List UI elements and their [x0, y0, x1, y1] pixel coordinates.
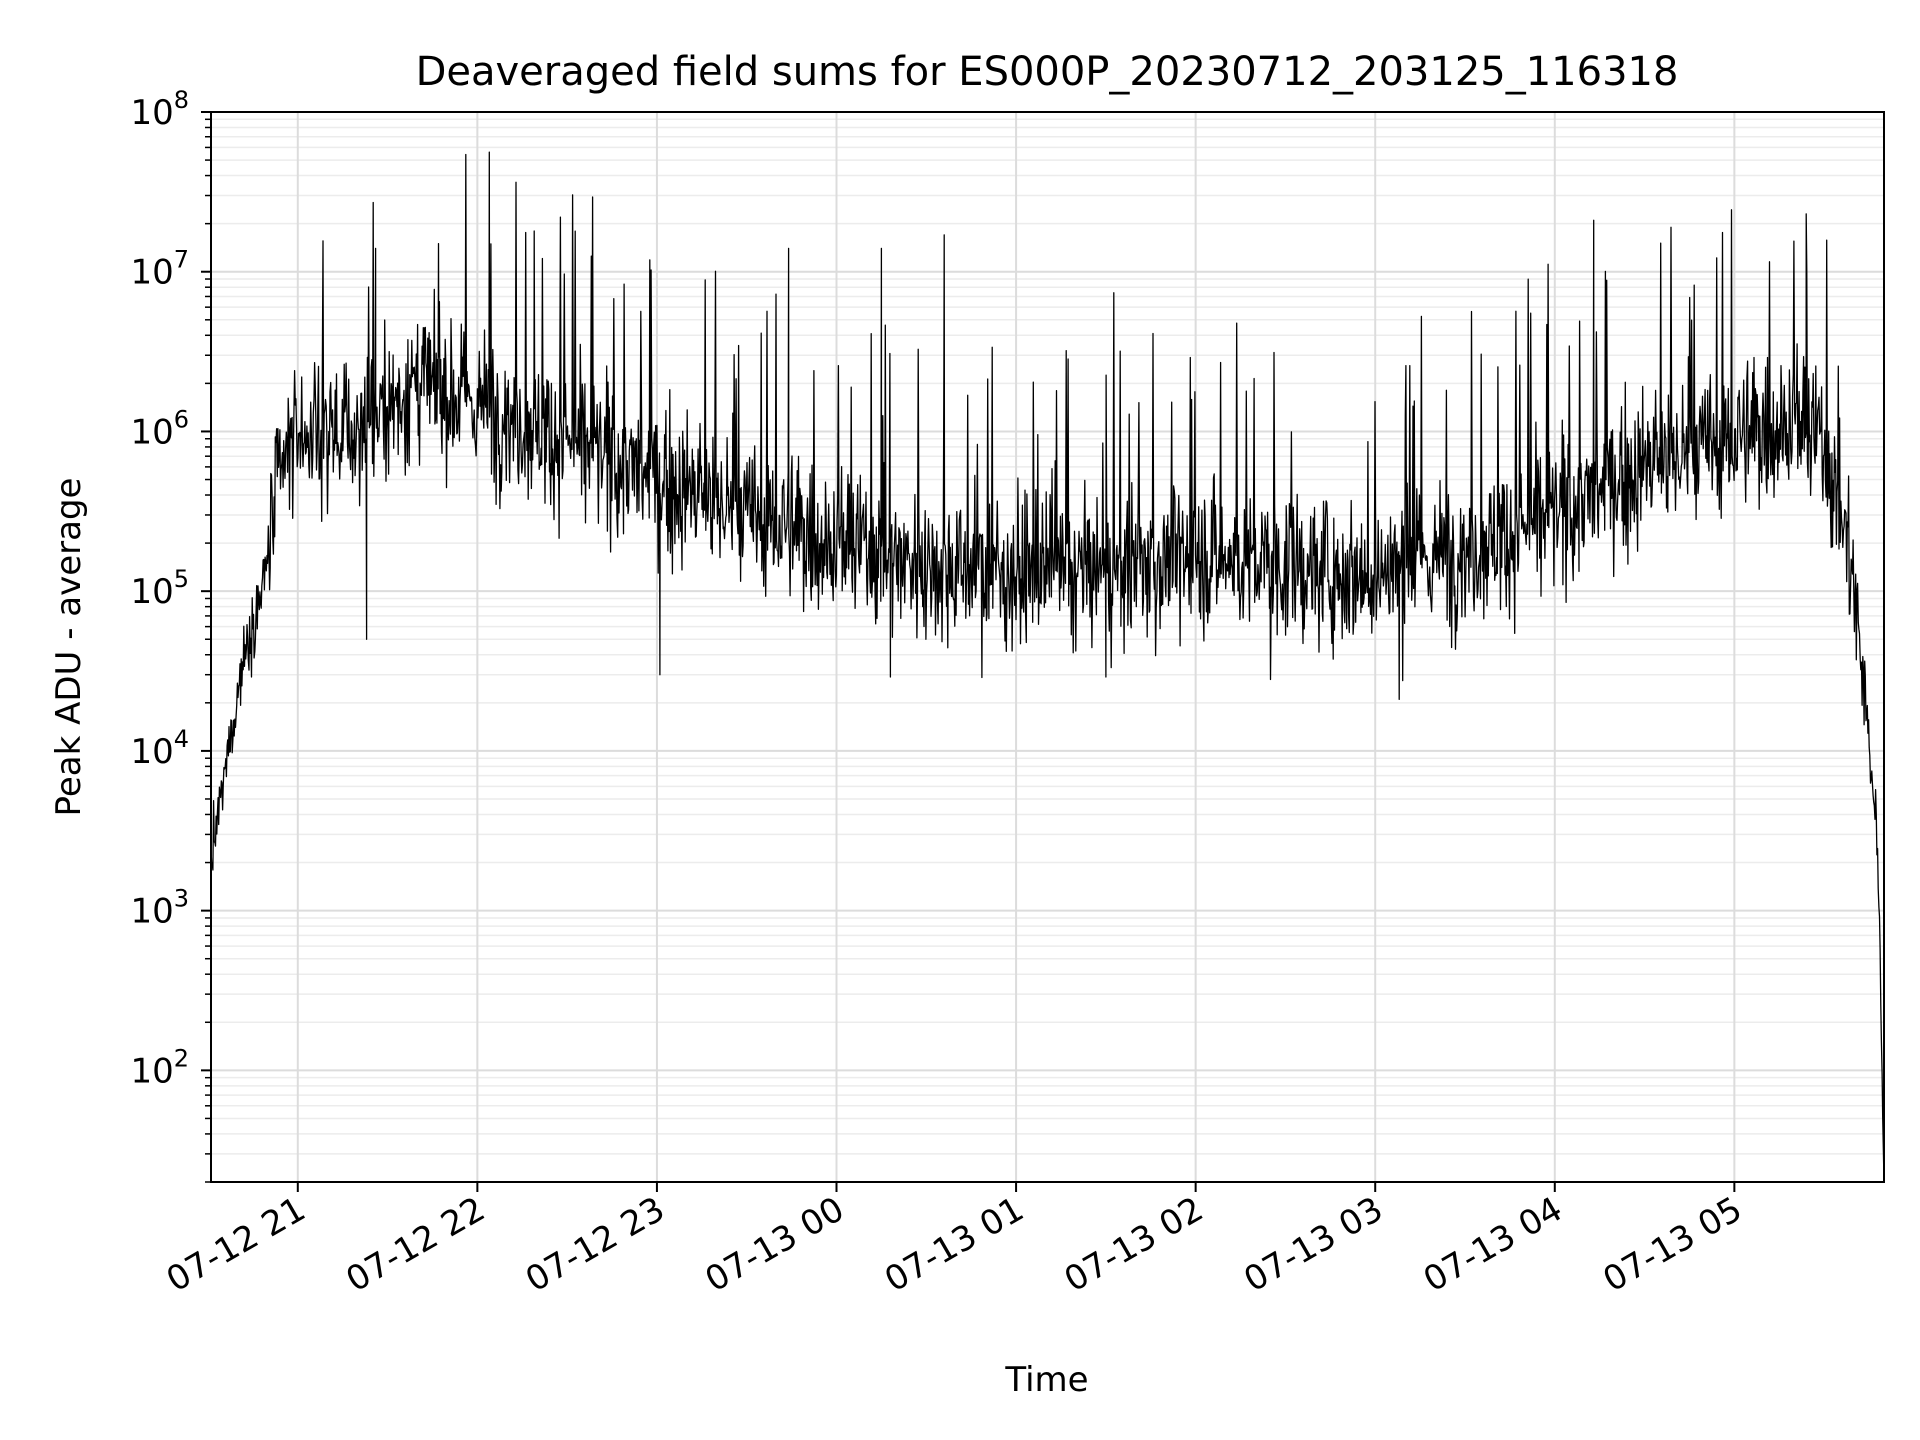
data-series — [210, 151, 1885, 1183]
y-axis-label: Peak ADU - average — [49, 478, 89, 817]
series-line — [210, 151, 1885, 1183]
y-tick-label: 104 — [130, 725, 189, 772]
x-axis-label: Time — [1004, 1360, 1088, 1400]
y-tick-label: 107 — [130, 246, 189, 293]
y-tick-label: 105 — [130, 565, 189, 612]
y-axis: 102 103 104 105 106 107 108 — [130, 86, 211, 1183]
y-tick-label: 103 — [130, 885, 189, 932]
y-tick-label: 106 — [130, 405, 189, 452]
plot-frame — [210, 111, 1885, 1183]
chart-title: Deaveraged field sums for ES000P_2023071… — [416, 49, 1679, 95]
y-tick-label: 102 — [130, 1044, 189, 1091]
y-tick-label: 108 — [130, 86, 189, 133]
